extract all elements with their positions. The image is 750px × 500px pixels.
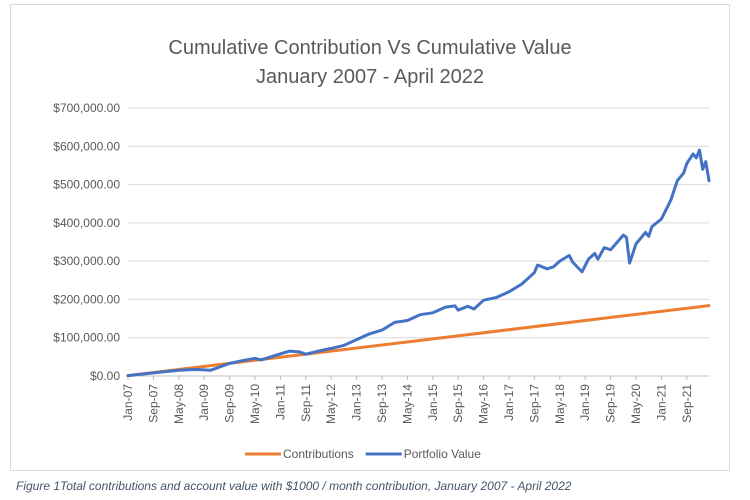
- chart-title-line-2: January 2007 - April 2022: [256, 66, 484, 88]
- y-tick-label: $400,000.00: [53, 216, 120, 230]
- chart-frame: Cumulative Contribution Vs Cumulative Va…: [10, 4, 730, 471]
- legend: Contributions Portfolio Value: [245, 447, 481, 461]
- x-tick-label: Jan-17: [502, 384, 516, 421]
- y-tick-label: $100,000.00: [53, 331, 120, 345]
- x-tick-label: Sep-09: [223, 384, 237, 423]
- x-axis-ticks: Jan-07 Sep-07 May-08 Jan-09 Sep-09 May-10 Jan-…: [121, 376, 694, 424]
- legend-label: Portfolio Value: [404, 447, 481, 461]
- x-tick-label: Sep-19: [604, 384, 618, 423]
- x-tick-label: May-18: [553, 384, 567, 424]
- x-tick-label: Sep-13: [375, 384, 389, 423]
- x-tick-label: Sep-17: [527, 384, 541, 423]
- x-tick-label: Jan-21: [654, 384, 668, 421]
- x-tick-label: Jan-09: [197, 384, 211, 421]
- x-tick-label: May-12: [324, 384, 338, 424]
- x-tick-label: Jan-15: [426, 384, 440, 421]
- x-tick-label: May-16: [477, 384, 491, 424]
- y-tick-label: $600,000.00: [53, 139, 120, 153]
- series-line-portfolio-value: [126, 148, 711, 378]
- y-tick-label: $300,000.00: [53, 254, 120, 268]
- x-tick-label: Jan-11: [273, 384, 287, 420]
- y-tick-label: $200,000.00: [53, 292, 120, 306]
- y-tick-label: $0.00: [90, 369, 120, 383]
- series-lines: [126, 148, 711, 378]
- x-tick-label: Sep-07: [146, 384, 160, 423]
- y-axis-ticks: $0.00 $100,000.00 $200,000.00 $300,000.00 $4…: [53, 101, 120, 383]
- x-tick-label: May-10: [248, 384, 262, 424]
- y-tick-label: $700,000.00: [53, 101, 120, 115]
- x-tick-label: Sep-11: [299, 384, 313, 422]
- x-tick-label: Sep-21: [680, 384, 694, 423]
- chart-svg: Cumulative Contribution Vs Cumulative Va…: [53, 37, 711, 461]
- figure-caption: Figure 1Total contributions and account …: [16, 479, 572, 493]
- x-tick-label: May-20: [629, 384, 643, 424]
- x-tick-label: May-14: [400, 384, 414, 424]
- chart-title-line-1: Cumulative Contribution Vs Cumulative Va…: [168, 37, 571, 59]
- gridlines: [128, 107, 709, 377]
- x-tick-label: Jan-19: [578, 384, 592, 421]
- y-tick-label: $500,000.00: [53, 178, 120, 192]
- x-tick-label: Jan-13: [350, 384, 364, 421]
- x-tick-label: May-08: [172, 384, 186, 424]
- x-tick-label: Sep-15: [451, 384, 465, 423]
- legend-label: Contributions: [283, 447, 354, 461]
- x-tick-label: Jan-07: [121, 384, 135, 421]
